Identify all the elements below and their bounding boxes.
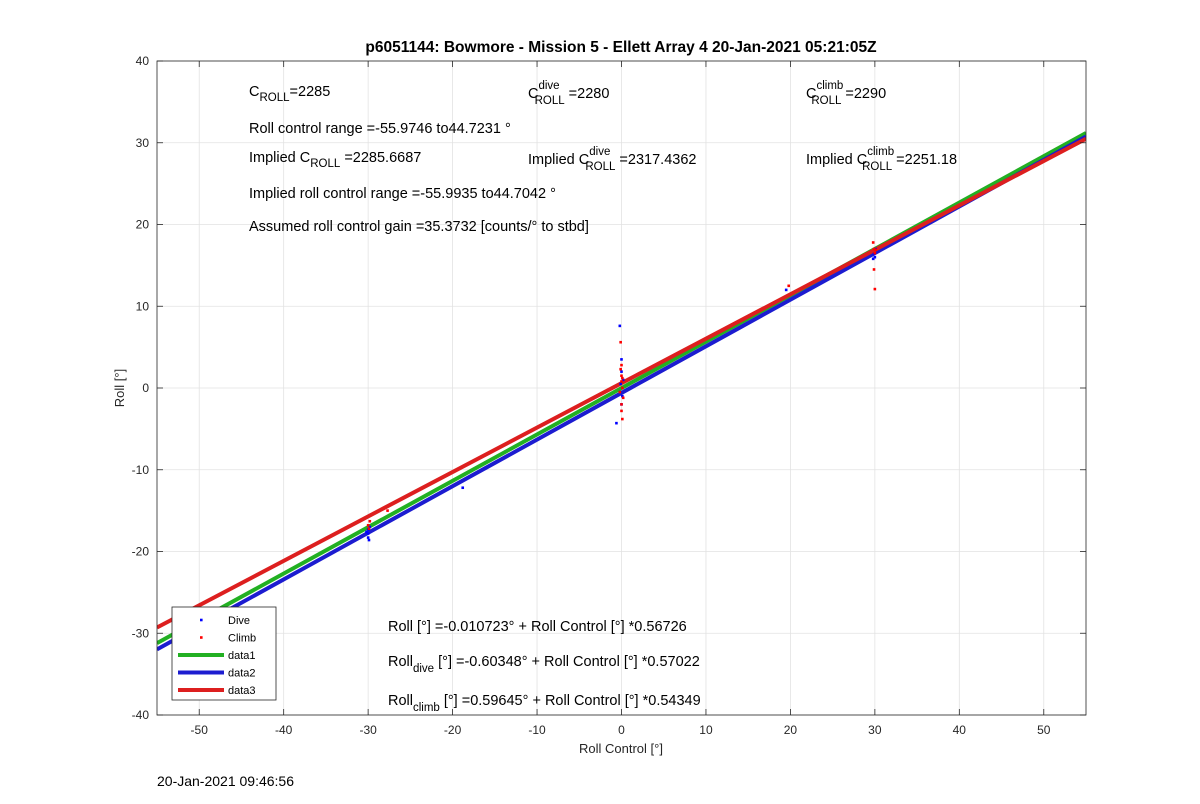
- climb-point: [621, 386, 624, 390]
- fit-dive-annotation: Rolldive [°] =-0.60348° + Roll Control […: [388, 654, 700, 675]
- c-roll-annotation: CROLL=2285: [249, 84, 330, 104]
- climb-point: [366, 524, 370, 527]
- y-tick-label: 30: [136, 136, 150, 150]
- climb-point: [620, 380, 623, 383]
- y-tick-label: -20: [132, 545, 150, 559]
- dive-point: [618, 324, 622, 328]
- fit-all-annotation: Roll [°] =-0.010723° + Roll Control [°] …: [388, 619, 687, 635]
- climb-point: [874, 248, 878, 252]
- x-tick-label: -30: [359, 723, 377, 737]
- climb-point: [386, 509, 389, 512]
- climb-point: [618, 390, 622, 394]
- fit-climb-annotation: Rollclimb [°] =0.59645° + Roll Control […: [388, 693, 701, 714]
- climb-point: [621, 396, 625, 400]
- x-axis-ticks: -50 -40 -30 -20 -10 0 10 20 30 40 50: [191, 61, 1051, 737]
- x-tick-label: 30: [868, 723, 882, 737]
- dive-point: [619, 382, 622, 386]
- y-tick-label: 40: [136, 54, 150, 68]
- legend-label-data2: data2: [228, 668, 256, 680]
- x-tick-label: 50: [1037, 723, 1051, 737]
- implied-c-roll-climb-annotation: Implied Cclimb ROLL =2251.18: [806, 146, 957, 173]
- legend: Dive Climb data1 data2 data3: [171, 606, 277, 701]
- x-tick-label: 40: [953, 723, 967, 737]
- y-tick-label: 10: [136, 299, 150, 313]
- climb-point: [873, 287, 877, 291]
- climb-point: [872, 247, 876, 251]
- c-roll-climb-annotation: Cclimb ROLL =2290: [806, 80, 886, 107]
- y-tick-label: 0: [142, 381, 149, 395]
- dive-point: [873, 255, 877, 259]
- legend-label-climb: Climb: [228, 633, 256, 645]
- climb-point: [871, 241, 875, 244]
- climb-point: [621, 417, 624, 421]
- dive-point: [461, 486, 465, 490]
- dive-point: [871, 257, 875, 261]
- climb-point: [620, 403, 623, 406]
- implied-c-roll-annotation: Implied CROLL =2285.6687: [249, 150, 421, 170]
- dive-point: [615, 421, 618, 425]
- dive-point: [620, 358, 623, 361]
- climb-point: [872, 268, 876, 271]
- dive-point: [367, 538, 371, 542]
- x-tick-label: 10: [699, 723, 713, 737]
- implied-c-roll-dive-annotation: Implied Cdive ROLL =2317.4362: [528, 146, 696, 173]
- x-tick-label: -20: [444, 723, 462, 737]
- legend-marker-climb: [200, 636, 203, 639]
- dive-point: [620, 370, 623, 373]
- roll-calibration-chart: p6051144: Bowmore - Mission 5 - Ellett A…: [112, 39, 1087, 756]
- climb-point: [367, 527, 371, 530]
- x-tick-label: -40: [275, 723, 293, 737]
- dive-point: [784, 288, 788, 292]
- dive-point: [366, 532, 370, 535]
- y-tick-label: -10: [132, 463, 150, 477]
- y-tick-label: 20: [136, 218, 150, 232]
- y-tick-label: -30: [132, 626, 150, 640]
- climb-point: [787, 284, 791, 288]
- x-tick-label: 0: [618, 723, 625, 737]
- roll-gain-annotation: Assumed roll control gain =35.3732 [coun…: [249, 219, 589, 235]
- dive-point: [368, 525, 372, 529]
- climb-point: [619, 340, 622, 344]
- dive-point: [621, 378, 625, 382]
- footer-timestamp: 20-Jan-2021 09:46:56: [157, 773, 294, 789]
- legend-label-data1: data1: [228, 650, 256, 662]
- roll-control-range-annotation: Roll control range =-55.9746 to44.7231 °: [249, 121, 511, 137]
- y-axis-label: Roll [°]: [112, 369, 127, 407]
- dive-point: [366, 536, 370, 539]
- x-tick-label: -10: [528, 723, 546, 737]
- chart-title: p6051144: Bowmore - Mission 5 - Ellett A…: [365, 39, 877, 56]
- x-axis-label: Roll Control [°]: [579, 741, 663, 756]
- dive-point: [365, 530, 368, 534]
- legend-label-dive: Dive: [228, 615, 250, 627]
- climb-point: [619, 367, 622, 371]
- dive-point: [621, 394, 624, 398]
- climb-point: [620, 374, 623, 378]
- legend-label-data3: data3: [228, 685, 256, 697]
- c-roll-dive-annotation: Cdive ROLL =2280: [528, 80, 609, 107]
- climb-point: [620, 409, 623, 413]
- climb-point: [621, 376, 624, 380]
- implied-roll-range-annotation: Implied roll control range =-55.9935 to4…: [249, 186, 556, 202]
- y-tick-label: -40: [132, 708, 150, 722]
- climb-point: [873, 251, 877, 255]
- x-tick-label: 20: [784, 723, 798, 737]
- plot-area: -50 -40 -30 -20 -10 0 10 20 30 40 50 -40 -30 -20 -10 0…: [132, 54, 1087, 737]
- climb-point: [368, 519, 372, 523]
- climb-point: [620, 363, 623, 367]
- y-axis-ticks: -40 -30 -20 -10 0 10 20 30 40: [132, 54, 1086, 722]
- legend-marker-dive: [200, 618, 203, 622]
- x-tick-label: -50: [191, 723, 209, 737]
